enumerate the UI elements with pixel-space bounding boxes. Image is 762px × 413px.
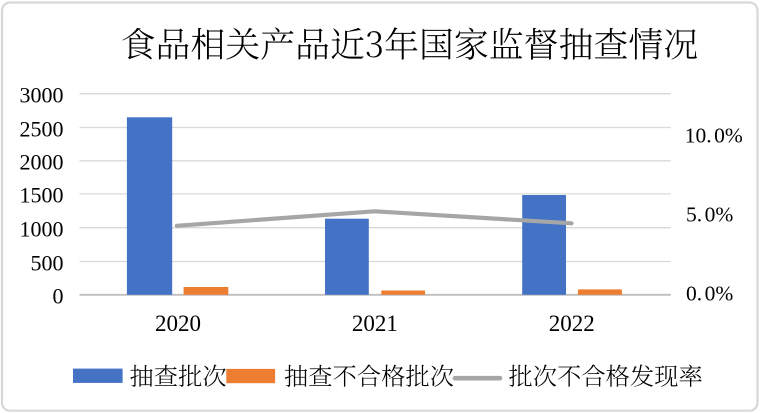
svg-text:0.0%: 0. 0%	[686, 281, 733, 305]
svg-text:1500: 1500	[20, 183, 64, 208]
svg-text:2020: 2020	[155, 311, 201, 336]
svg-text:500: 500	[31, 250, 64, 275]
svg-text:10.0%: 10. 0%	[685, 124, 743, 148]
svg-text:2021: 2021	[352, 311, 398, 336]
svg-text:1000: 1000	[20, 217, 64, 242]
svg-text:2500: 2500	[20, 116, 64, 141]
svg-text:2000: 2000	[20, 150, 64, 175]
svg-text:5.0%: 5. 0%	[686, 203, 733, 227]
svg-text:2022: 2022	[549, 311, 595, 336]
svg-text:3000: 3000	[20, 83, 64, 108]
svg-text:0: 0	[53, 284, 64, 309]
